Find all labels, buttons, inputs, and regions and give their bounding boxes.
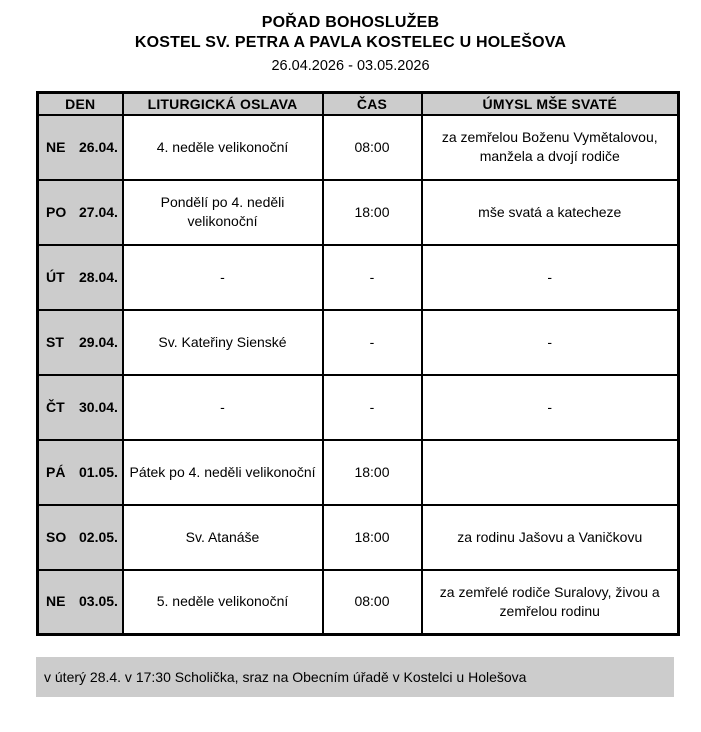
day-cell: PO 27.04. [36, 178, 124, 246]
time-cell: 18:00 [321, 438, 423, 506]
celebration-cell: Sv. Kateřiny Sienské [121, 308, 324, 376]
day-wrap: NE 03.05. [39, 592, 122, 611]
intention-cell: - [420, 243, 680, 311]
table-row: SO 02.05. Sv. Atanáše 18:00 za rodinu Ja… [36, 503, 680, 571]
day-abbrev: SO [46, 528, 67, 545]
day-wrap: PO 27.04. [39, 203, 122, 222]
table-row: PÁ 01.05. Pátek po 4. neděli velikonoční… [36, 438, 680, 506]
day-date: 29.04. [79, 333, 118, 350]
page-title: POŘAD BOHOSLUŽEB [261, 14, 440, 31]
day-wrap: SO 02.05. [39, 528, 122, 547]
day-cell: NE 26.04. [36, 113, 124, 181]
time-cell: - [321, 243, 423, 311]
day-date: 27.04. [79, 203, 118, 220]
celebration-cell: 5. neděle velikonoční [121, 568, 324, 636]
time-cell: - [321, 373, 423, 441]
table-header-row: DEN LITURGICKÁ OSLAVA ČAS ÚMYSL MŠE SVAT… [36, 91, 680, 116]
intention-cell: za zemřelou Boženu Vymětalovou, manžela … [420, 113, 680, 181]
day-wrap: ST 29.04. [39, 333, 122, 352]
day-cell: ÚT 28.04. [36, 243, 124, 311]
intention-cell: - [420, 373, 680, 441]
intention-cell: mše svatá a katecheze [420, 178, 680, 246]
column-header-cas: ČAS [321, 91, 423, 116]
table-row: ČT 30.04. - - - [36, 373, 680, 441]
table-row: ÚT 28.04. - - - [36, 243, 680, 311]
day-abbrev: NE [46, 593, 66, 610]
time-cell: 08:00 [321, 568, 423, 636]
day-date: 01.05. [79, 463, 118, 480]
day-abbrev: PO [46, 203, 67, 220]
schedule-table: DEN LITURGICKÁ OSLAVA ČAS ÚMYSL MŠE SVAT… [36, 91, 680, 636]
day-wrap: ČT 30.04. [39, 398, 122, 417]
table-row: PO 27.04. Pondělí po 4. neděli velikonoč… [36, 178, 680, 246]
celebration-cell: Pátek po 4. neděli velikonoční [121, 438, 324, 506]
date-range: 26.04.2026 - 03.05.2026 [271, 58, 430, 74]
day-cell: ČT 30.04. [36, 373, 124, 441]
day-cell: ST 29.04. [36, 308, 124, 376]
column-header-den: DEN [36, 91, 124, 116]
day-abbrev: ÚT [46, 268, 65, 285]
footer-note: v úterý 28.4. v 17:30 Scholička, sraz na… [36, 657, 674, 697]
column-header-umysl: ÚMYSL MŠE SVATÉ [420, 91, 680, 116]
day-wrap: ÚT 28.04. [39, 268, 122, 287]
day-cell: SO 02.05. [36, 503, 124, 571]
day-wrap: NE 26.04. [39, 138, 122, 157]
day-abbrev: ČT [46, 398, 65, 415]
day-date: 26.04. [79, 138, 118, 155]
intention-cell: za rodinu Jašovu a Vaničkovu [420, 503, 680, 571]
celebration-cell: Pondělí po 4. neděli velikonoční [121, 178, 324, 246]
day-cell: NE 03.05. [36, 568, 124, 636]
day-date: 02.05. [79, 528, 118, 545]
column-header-liturgicka-oslava: LITURGICKÁ OSLAVA [121, 91, 324, 116]
celebration-cell: - [121, 373, 324, 441]
day-abbrev: PÁ [46, 463, 66, 480]
day-cell: PÁ 01.05. [36, 438, 124, 506]
day-abbrev: NE [46, 138, 66, 155]
day-abbrev: ST [46, 333, 64, 350]
time-cell: 08:00 [321, 113, 423, 181]
celebration-cell: - [121, 243, 324, 311]
day-wrap: PÁ 01.05. [39, 463, 122, 482]
table-row: NE 26.04. 4. neděle velikonoční 08:00 za… [36, 113, 680, 181]
church-name: KOSTEL SV. PETRA A PAVLA KOSTELEC U HOLE… [134, 34, 567, 51]
day-date: 30.04. [79, 398, 118, 415]
title-block: POŘAD BOHOSLUŽEB KOSTEL SV. PETRA A PAVL… [0, 0, 701, 75]
day-date: 28.04. [79, 268, 118, 285]
table-row: NE 03.05. 5. neděle velikonoční 08:00 za… [36, 568, 680, 636]
celebration-cell: 4. neděle velikonoční [121, 113, 324, 181]
table-row: ST 29.04. Sv. Kateřiny Sienské - - [36, 308, 680, 376]
day-date: 03.05. [79, 593, 118, 610]
intention-cell: za zemřelé rodiče Suralovy, živou a zemř… [420, 568, 680, 636]
time-cell: 18:00 [321, 178, 423, 246]
intention-cell: - [420, 308, 680, 376]
intention-cell [420, 438, 680, 506]
time-cell: - [321, 308, 423, 376]
time-cell: 18:00 [321, 503, 423, 571]
celebration-cell: Sv. Atanáše [121, 503, 324, 571]
